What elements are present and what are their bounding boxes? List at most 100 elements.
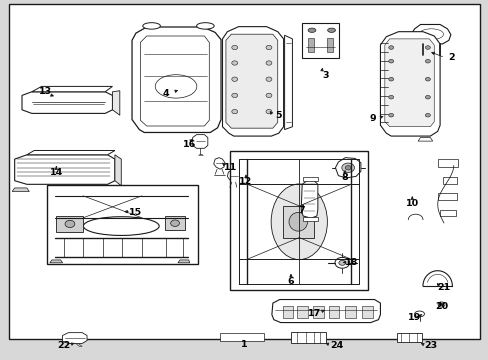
Ellipse shape xyxy=(439,303,442,306)
Polygon shape xyxy=(335,158,360,178)
Text: 19: 19 xyxy=(407,313,421,322)
Polygon shape xyxy=(140,36,209,126)
Polygon shape xyxy=(284,35,292,130)
Text: 21: 21 xyxy=(436,284,450,292)
Bar xyxy=(297,306,307,318)
Bar xyxy=(442,177,456,184)
Bar xyxy=(361,306,372,318)
Ellipse shape xyxy=(265,61,271,65)
Ellipse shape xyxy=(341,163,354,172)
Text: 11: 11 xyxy=(224,163,237,172)
Ellipse shape xyxy=(265,93,271,98)
Text: 13: 13 xyxy=(39,87,52,96)
Ellipse shape xyxy=(425,95,429,99)
Polygon shape xyxy=(178,260,189,263)
Ellipse shape xyxy=(327,28,335,32)
Polygon shape xyxy=(12,188,29,192)
Ellipse shape xyxy=(307,28,315,32)
Bar xyxy=(396,333,421,342)
Bar xyxy=(282,306,293,318)
Text: 3: 3 xyxy=(321,71,328,80)
Ellipse shape xyxy=(425,77,429,81)
Ellipse shape xyxy=(288,212,307,231)
Text: 4: 4 xyxy=(163,89,169,98)
Ellipse shape xyxy=(425,46,429,49)
Text: 8: 8 xyxy=(341,173,347,181)
Bar xyxy=(326,38,332,52)
Polygon shape xyxy=(32,86,112,92)
Ellipse shape xyxy=(388,77,393,81)
Bar xyxy=(437,193,456,200)
Polygon shape xyxy=(22,92,112,113)
Ellipse shape xyxy=(170,220,179,226)
Ellipse shape xyxy=(265,109,271,114)
Polygon shape xyxy=(15,155,115,184)
Text: 12: 12 xyxy=(239,177,252,186)
Ellipse shape xyxy=(265,45,271,50)
Ellipse shape xyxy=(231,109,237,114)
Ellipse shape xyxy=(65,220,75,228)
Text: 23: 23 xyxy=(423,341,436,350)
Text: 6: 6 xyxy=(287,277,294,286)
Text: 5: 5 xyxy=(275,111,282,120)
Polygon shape xyxy=(384,39,433,127)
Ellipse shape xyxy=(338,260,345,265)
Ellipse shape xyxy=(83,217,159,235)
Polygon shape xyxy=(112,91,120,115)
Text: 15: 15 xyxy=(129,208,142,217)
Ellipse shape xyxy=(418,29,443,40)
Text: 10: 10 xyxy=(405,199,418,208)
Text: 1: 1 xyxy=(241,341,247,349)
Bar xyxy=(345,306,355,318)
Bar xyxy=(437,159,457,167)
Bar xyxy=(303,217,317,221)
Ellipse shape xyxy=(388,59,393,63)
Ellipse shape xyxy=(142,23,160,29)
Text: 20: 20 xyxy=(434,302,447,311)
Ellipse shape xyxy=(265,77,271,81)
Ellipse shape xyxy=(334,257,349,268)
Bar xyxy=(290,332,325,343)
Polygon shape xyxy=(192,135,207,148)
Bar xyxy=(302,23,338,58)
Text: 17: 17 xyxy=(307,309,321,318)
Ellipse shape xyxy=(231,61,237,65)
Ellipse shape xyxy=(270,184,327,260)
Bar xyxy=(47,185,197,264)
Polygon shape xyxy=(115,155,121,186)
Bar xyxy=(312,306,323,318)
Ellipse shape xyxy=(425,113,429,117)
Polygon shape xyxy=(132,27,221,132)
Bar xyxy=(56,216,83,232)
Polygon shape xyxy=(222,27,283,136)
Ellipse shape xyxy=(231,93,237,98)
Ellipse shape xyxy=(388,113,393,117)
Ellipse shape xyxy=(196,23,214,29)
Polygon shape xyxy=(225,34,277,128)
Polygon shape xyxy=(62,333,87,343)
FancyBboxPatch shape xyxy=(9,4,479,339)
Polygon shape xyxy=(227,170,240,182)
Bar xyxy=(439,210,455,216)
Ellipse shape xyxy=(425,59,429,63)
Bar xyxy=(220,333,264,341)
Text: 18: 18 xyxy=(345,258,358,267)
Ellipse shape xyxy=(388,95,393,99)
Bar xyxy=(303,177,317,181)
Bar xyxy=(165,216,184,230)
Text: 7: 7 xyxy=(298,206,305,215)
Polygon shape xyxy=(27,150,115,155)
Ellipse shape xyxy=(345,166,350,170)
Bar xyxy=(229,151,367,290)
Bar xyxy=(307,38,313,52)
Ellipse shape xyxy=(414,311,424,317)
Text: 16: 16 xyxy=(182,140,196,149)
Text: 2: 2 xyxy=(447,53,454,62)
Text: 9: 9 xyxy=(368,114,375,123)
Ellipse shape xyxy=(231,45,237,50)
Polygon shape xyxy=(213,158,224,169)
Polygon shape xyxy=(417,138,432,141)
Ellipse shape xyxy=(388,46,393,49)
Ellipse shape xyxy=(437,302,444,307)
Text: 24: 24 xyxy=(329,341,343,350)
